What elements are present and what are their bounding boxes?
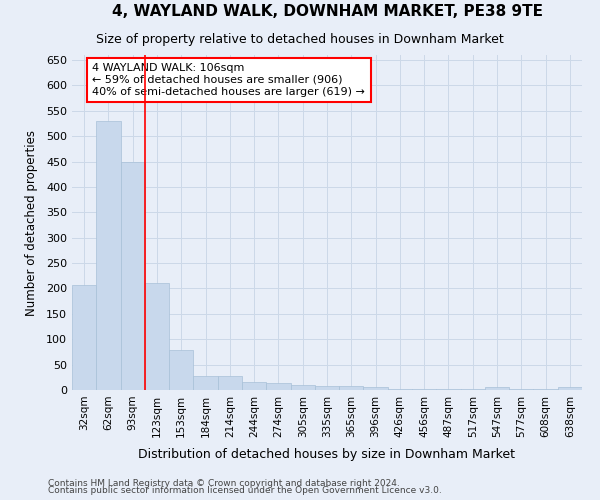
Bar [364, 388, 388, 390]
Bar [169, 350, 193, 390]
Bar [218, 376, 242, 390]
Bar [315, 386, 339, 390]
Text: Contains public sector information licensed under the Open Government Licence v3: Contains public sector information licen… [48, 486, 442, 495]
Bar [72, 285, 96, 390]
Bar [96, 121, 121, 390]
Bar [290, 385, 315, 390]
X-axis label: Distribution of detached houses by size in Downham Market: Distribution of detached houses by size … [139, 448, 515, 461]
Y-axis label: Number of detached properties: Number of detached properties [25, 130, 38, 316]
Title: 4, WAYLAND WALK, DOWNHAM MARKET, PE38 9TE: 4, WAYLAND WALK, DOWNHAM MARKET, PE38 9T… [112, 4, 542, 19]
Text: Contains HM Land Registry data © Crown copyright and database right 2024.: Contains HM Land Registry data © Crown c… [48, 478, 400, 488]
Bar [339, 386, 364, 390]
Bar [193, 376, 218, 390]
Bar [145, 284, 169, 390]
Bar [121, 162, 145, 390]
Text: 4 WAYLAND WALK: 106sqm
← 59% of detached houses are smaller (906)
40% of semi-de: 4 WAYLAND WALK: 106sqm ← 59% of detached… [92, 64, 365, 96]
Bar [558, 388, 582, 390]
Bar [266, 384, 290, 390]
Text: Size of property relative to detached houses in Downham Market: Size of property relative to detached ho… [96, 32, 504, 46]
Bar [242, 382, 266, 390]
Bar [485, 388, 509, 390]
